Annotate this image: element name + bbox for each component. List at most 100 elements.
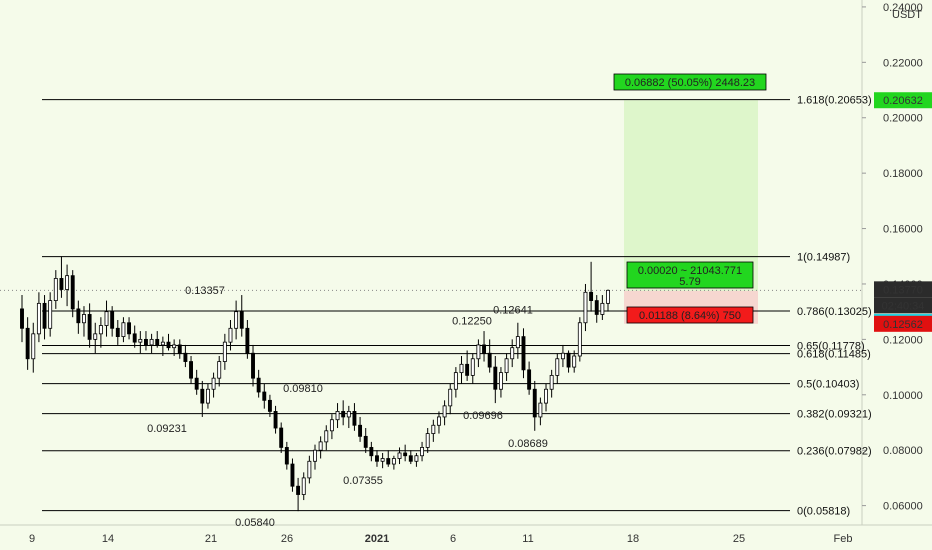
fib-level-label: 1.618(0.20653) <box>797 95 872 107</box>
y-tick-label: 0.20000 <box>883 113 923 125</box>
candle-body <box>127 322 132 335</box>
stop-badge-bg <box>874 315 932 332</box>
candle-body <box>583 291 588 324</box>
candle-body <box>20 308 24 329</box>
x-tick-label: 14 <box>102 533 114 545</box>
candle-body <box>160 341 165 346</box>
candle-body <box>544 388 548 404</box>
candle-body <box>380 458 385 462</box>
y-tick-label: 0.08000 <box>883 445 923 457</box>
candle-body <box>239 311 244 329</box>
candle-body <box>391 458 396 465</box>
price-point-label: 0.09231 <box>147 423 187 435</box>
candle-body <box>177 344 182 354</box>
candle-body <box>386 458 391 465</box>
stop-label-text: 0.01188 (8.64%) 750 <box>639 310 741 322</box>
x-tick-label: Feb <box>834 533 853 545</box>
candle-body <box>217 361 222 379</box>
candle-body <box>93 333 98 340</box>
candle-body <box>397 452 402 459</box>
candle-body <box>448 388 453 407</box>
candle-body <box>301 477 306 495</box>
candle-body <box>149 338 154 346</box>
y-tick-label: 0.12000 <box>883 334 923 346</box>
candle-body <box>279 427 284 448</box>
fib-level-label: 0(0.05818) <box>797 506 850 518</box>
candle-body <box>549 374 554 390</box>
candle-body <box>194 377 199 390</box>
candle-body <box>138 338 143 343</box>
x-tick-label: 26 <box>281 533 293 545</box>
stop-badge-text: 0.12562 <box>883 319 923 331</box>
candle-body <box>59 278 64 290</box>
candle-body <box>290 463 295 487</box>
candle-body <box>284 447 289 465</box>
candle-body <box>403 452 408 457</box>
candle-body <box>453 372 458 390</box>
candle-body <box>256 377 261 393</box>
x-tick-label: 11 <box>522 533 533 545</box>
candle-body <box>425 433 430 448</box>
target-label-box <box>613 73 767 91</box>
target-zone <box>624 100 758 291</box>
price-point-label: 0.09810 <box>283 383 323 395</box>
candle-body <box>53 278 58 301</box>
x-tick-label: 9 <box>29 533 35 545</box>
y-tick-label: 0.22000 <box>883 57 923 69</box>
candle-body <box>414 455 419 462</box>
candle-body <box>31 333 36 360</box>
countdown-badge-text: 02:40:34 <box>882 300 925 312</box>
candle-body <box>577 322 582 357</box>
candle-body <box>493 366 498 390</box>
candle-body <box>104 311 109 326</box>
candle-body <box>251 352 255 379</box>
currency-label: USDT <box>892 9 922 21</box>
fib-level-label: 0.65(0.11778) <box>797 341 865 353</box>
target-badge-bg <box>874 92 932 109</box>
candle-body <box>189 361 193 379</box>
candle-body <box>273 411 278 429</box>
candle-body <box>205 388 210 404</box>
current-price-badge-text: 0.13770 <box>883 284 923 296</box>
candle-body <box>313 449 317 462</box>
candle-body <box>110 311 115 329</box>
candle-body <box>437 416 441 426</box>
candle-body <box>296 485 301 495</box>
candle-body <box>36 302 41 335</box>
candle-body <box>532 388 537 418</box>
countdown-badge-bg <box>874 297 932 314</box>
x-tick-label: 2021 <box>365 533 389 545</box>
fib-level-label: 0.618(0.11485) <box>797 349 871 361</box>
candle-body <box>87 314 92 340</box>
candle-body <box>538 402 543 418</box>
candle-body <box>234 311 239 329</box>
candle-body <box>420 447 425 457</box>
y-tick-label: 0.16000 <box>883 224 923 236</box>
candle-body <box>115 327 120 338</box>
candle-body <box>318 441 323 451</box>
candle-body <box>594 300 599 315</box>
candle-body <box>521 336 526 371</box>
candle-body <box>566 352 571 368</box>
x-tick-label: 6 <box>450 533 456 545</box>
candle-body <box>572 355 577 368</box>
candle-body <box>144 338 148 346</box>
candle-body <box>346 411 351 418</box>
candle-body <box>470 358 475 376</box>
candle-body <box>482 344 486 354</box>
candle-body <box>324 430 329 443</box>
candle-body <box>70 275 75 310</box>
entry-label-box <box>626 261 754 289</box>
x-tick-label: 25 <box>733 533 745 545</box>
x-tick-label: 21 <box>205 533 217 545</box>
candle-body <box>200 388 205 404</box>
candle-body <box>262 391 267 401</box>
entry-label-text: 0.00020 ~ 21043.771 <box>638 265 742 277</box>
candle-body <box>510 347 515 360</box>
candle-body <box>82 314 86 324</box>
candle-body <box>228 327 233 343</box>
target-badge-text: 0.20632 <box>883 95 923 107</box>
